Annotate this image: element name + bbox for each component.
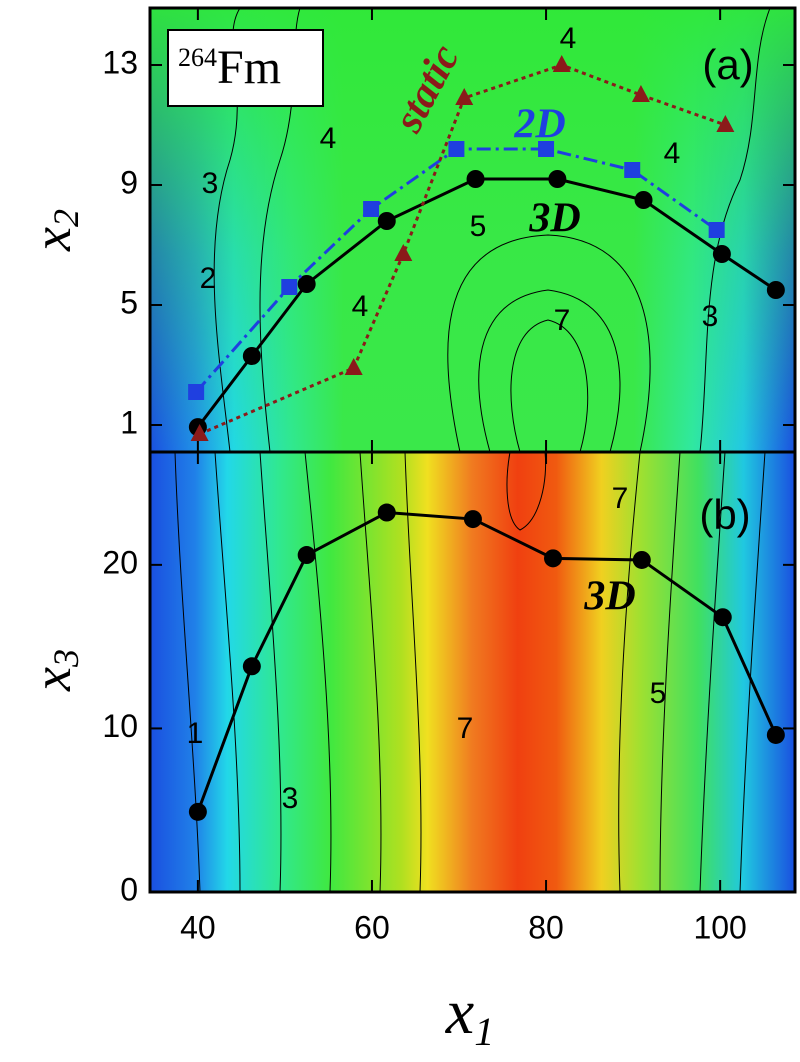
y-tick-label: 5: [120, 284, 138, 320]
contour-label: 4: [320, 122, 337, 155]
contour-label: 5: [650, 677, 667, 710]
label-sub: 1: [474, 1009, 494, 1054]
label-sub: 3: [46, 649, 86, 668]
marker: [632, 550, 651, 569]
marker: [448, 141, 465, 157]
marker: [394, 244, 413, 261]
marker: [242, 347, 261, 365]
contour-label: 7: [612, 482, 629, 515]
series-label: 2D: [513, 102, 565, 148]
marker: [631, 85, 650, 102]
marker: [377, 503, 396, 522]
marker: [188, 802, 207, 821]
marker: [716, 115, 735, 132]
contour-label: 3: [702, 300, 719, 333]
marker: [242, 657, 261, 676]
contour-label: 4: [664, 137, 681, 170]
contour-label: 4: [560, 22, 577, 55]
y-tick-label: 10: [102, 708, 138, 744]
label-sub: 2: [46, 209, 86, 227]
y-tick-label: 9: [120, 164, 138, 200]
x-tick-label: 40: [180, 909, 216, 945]
marker: [708, 222, 725, 238]
series-label: 3D: [583, 574, 635, 620]
contour-lines: [174, 7, 771, 893]
y-tick-label: 1: [120, 404, 138, 440]
contour-label: 4: [352, 290, 369, 323]
contour-label: 5: [470, 210, 487, 243]
label-base: x: [22, 667, 82, 692]
panel-label: (a): [702, 41, 753, 88]
contour-label: 1: [187, 717, 204, 750]
contour-label: 7: [554, 304, 571, 337]
marker: [766, 281, 785, 299]
marker: [634, 191, 653, 209]
marker: [538, 141, 555, 157]
marker: [297, 275, 316, 293]
marker: [766, 725, 785, 744]
y-axis-label: x3: [22, 649, 86, 692]
y-axis-label: x2: [22, 209, 86, 252]
element-symbol: Fm: [217, 41, 281, 94]
series-label: 3D: [528, 196, 580, 242]
marker: [190, 424, 209, 441]
marker: [552, 55, 571, 72]
contour-label: 7: [457, 712, 474, 745]
marker: [363, 201, 380, 217]
marker: [466, 170, 485, 188]
marker: [377, 212, 396, 230]
marker: [463, 510, 482, 529]
contour-label: 3: [282, 782, 299, 815]
mass-number: 264: [178, 43, 217, 72]
x-tick-label: 80: [528, 909, 564, 945]
contour-label: 3: [202, 167, 219, 200]
label-base: x: [445, 976, 474, 1047]
marker: [281, 279, 298, 295]
panel-label: (b): [699, 491, 750, 538]
marker: [713, 608, 732, 627]
marker: [188, 384, 205, 400]
marker: [712, 245, 731, 263]
x-tick-label: 60: [354, 909, 390, 945]
nucleus-label: 264Fm: [178, 41, 281, 94]
marker: [455, 88, 474, 105]
y-tick-label: 20: [102, 544, 138, 580]
frame: [148, 6, 797, 894]
x-tick-label: 100: [693, 909, 746, 945]
y-tick-label: 0: [120, 871, 138, 907]
label-base: x: [22, 227, 82, 252]
y-tick-label: 13: [102, 44, 138, 80]
marker: [544, 549, 563, 568]
nucleus-box: [167, 29, 324, 107]
marker: [344, 358, 363, 375]
marker: [548, 170, 567, 188]
marker: [624, 162, 641, 178]
contour-label: 2: [200, 262, 217, 295]
marker: [297, 546, 316, 565]
x-axis-label: x1: [445, 976, 494, 1055]
